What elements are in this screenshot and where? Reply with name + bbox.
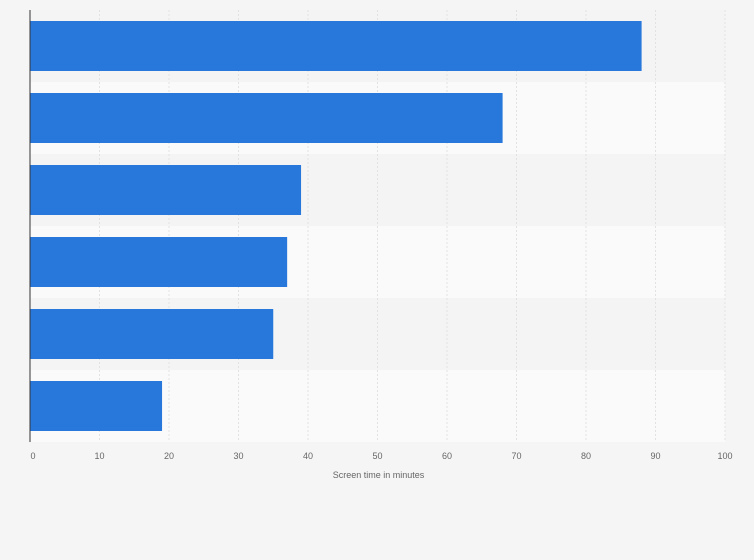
bar[interactable] bbox=[30, 93, 503, 143]
x-tick-label: 70 bbox=[511, 451, 521, 461]
x-tick-label: 100 bbox=[717, 451, 732, 461]
bar[interactable] bbox=[30, 237, 288, 287]
x-tick-label: 10 bbox=[94, 451, 104, 461]
bars bbox=[30, 21, 642, 431]
x-tick-label: 30 bbox=[233, 451, 243, 461]
x-tick-label: 20 bbox=[164, 451, 174, 461]
x-tick-label: 80 bbox=[581, 451, 591, 461]
bar[interactable] bbox=[30, 381, 163, 431]
bar[interactable] bbox=[30, 165, 302, 215]
x-tick-label: 0 bbox=[30, 451, 35, 461]
bar[interactable] bbox=[30, 309, 274, 359]
bar[interactable] bbox=[30, 21, 642, 71]
x-axis-title: Screen time in minutes bbox=[333, 470, 425, 480]
x-tick-label: 50 bbox=[372, 451, 382, 461]
x-tick-labels: 0 10 20 30 40 50 60 70 80 90 100 bbox=[30, 451, 732, 461]
grid-lines bbox=[99, 10, 726, 442]
x-tick-label: 40 bbox=[303, 451, 313, 461]
x-tick-label: 60 bbox=[442, 451, 452, 461]
x-tick-label: 90 bbox=[650, 451, 660, 461]
